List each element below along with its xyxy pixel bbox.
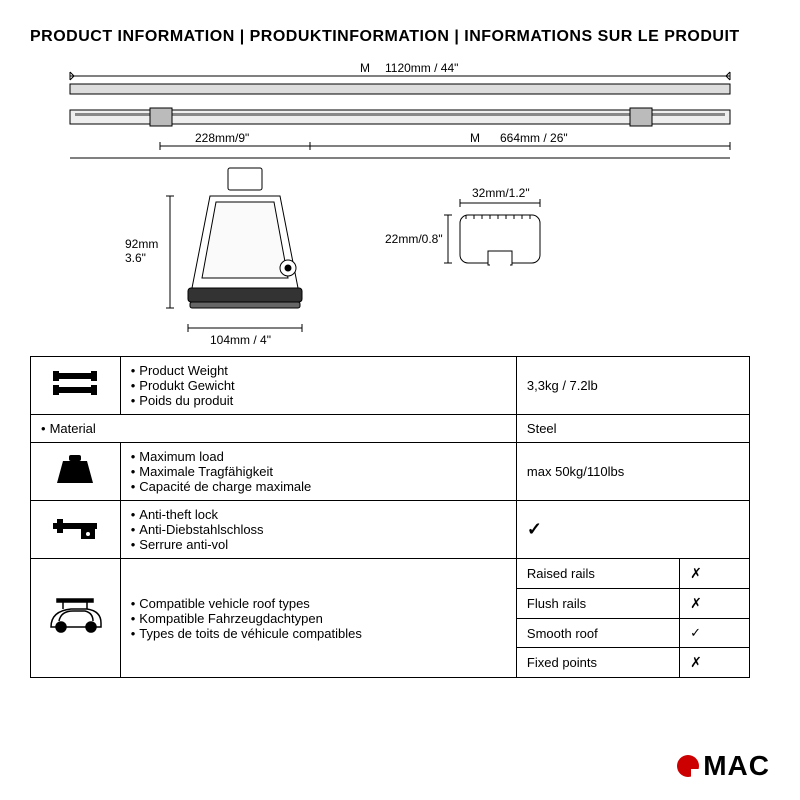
compat-val-2: ✓ — [680, 619, 750, 648]
dim-profile-h: 22mm/0.8" — [385, 232, 443, 246]
technical-diagram: M 1120mm / 44" 228mm/9" M 664mm / 26" — [30, 58, 770, 348]
label-material: Material — [41, 421, 506, 436]
svg-text:92mm: 92mm — [125, 237, 158, 251]
dim-offset: 228mm/9" — [195, 131, 249, 145]
logo-mark — [677, 755, 699, 777]
label-lock: Anti-theft lock Anti-Diebstahlschloss Se… — [131, 507, 506, 552]
svg-text:M: M — [470, 131, 480, 145]
dim-mid: 664mm / 26" — [500, 131, 568, 145]
spec-table: Product Weight Produkt Gewicht Poids du … — [30, 356, 750, 678]
value-weight: 3,3kg / 7.2lb — [516, 357, 749, 415]
dim-profile-w: 32mm/1.2" — [472, 186, 530, 200]
label-maxload: Maximum load Maximale Tragfähigkeit Capa… — [131, 449, 506, 494]
icon-weight — [31, 443, 121, 501]
label-compat: Compatible vehicle roof types Kompatible… — [131, 596, 506, 641]
label-weight: Product Weight Produkt Gewicht Poids du … — [131, 363, 506, 408]
compat-opt-0: Raised rails — [516, 559, 679, 589]
svg-text:M: M — [360, 61, 370, 75]
compat-opt-1: Flush rails — [516, 589, 679, 619]
icon-bars — [31, 357, 121, 415]
svg-text:3.6": 3.6" — [125, 251, 146, 265]
compat-opt-2: Smooth roof — [516, 619, 679, 648]
compat-val-3: ✗ — [680, 648, 750, 678]
dim-top: 1120mm / 44" — [385, 61, 458, 75]
value-material: Steel — [516, 415, 749, 443]
compat-opt-3: Fixed points — [516, 648, 679, 678]
value-maxload: max 50kg/110lbs — [516, 443, 749, 501]
icon-lock — [31, 501, 121, 559]
icon-car — [31, 559, 121, 678]
value-lock: ✓ — [516, 501, 749, 559]
page-title: PRODUCT INFORMATION | PRODUKTINFORMATION… — [30, 28, 770, 46]
compat-val-0: ✗ — [680, 559, 750, 589]
compat-val-1: ✗ — [680, 589, 750, 619]
dim-foot-width: 104mm / 4" — [210, 333, 271, 347]
brand-logo: MAC — [677, 750, 770, 782]
